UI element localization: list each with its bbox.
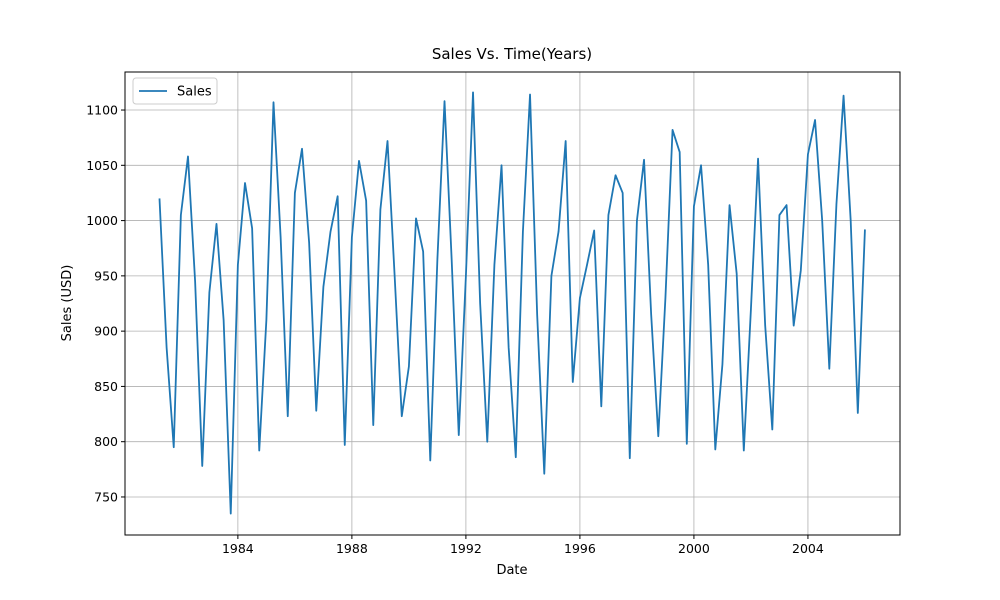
legend-label: Sales bbox=[177, 85, 212, 100]
y-tick-label: 1000 bbox=[86, 213, 118, 228]
x-tick-label: 2004 bbox=[792, 541, 824, 556]
plot-area bbox=[158, 91, 866, 515]
x-tick-label: 1996 bbox=[564, 541, 596, 556]
legend: Sales bbox=[132, 77, 218, 105]
y-axis-label: Sales (USD) bbox=[60, 265, 75, 342]
axes-frame bbox=[124, 71, 901, 536]
y-tick-label: 800 bbox=[94, 434, 118, 449]
y-tick-label: 850 bbox=[94, 379, 118, 394]
x-tick-label: 1984 bbox=[222, 541, 254, 556]
chart-title: Sales Vs. Time(Years) bbox=[432, 45, 592, 63]
y-tick-label: 950 bbox=[94, 268, 118, 283]
x-tick-label: 1988 bbox=[336, 541, 368, 556]
line-series bbox=[158, 91, 866, 515]
x-tick-label: 1992 bbox=[450, 541, 482, 556]
x-axis-label: Date bbox=[496, 563, 527, 578]
x-tick-label: 2000 bbox=[678, 541, 710, 556]
y-tick-label: 1050 bbox=[86, 158, 118, 173]
grid bbox=[125, 72, 900, 535]
y-tick-label: 750 bbox=[94, 489, 118, 504]
legend-box bbox=[132, 77, 218, 105]
y-tick-label: 900 bbox=[94, 324, 118, 339]
y-tick-label: 1100 bbox=[86, 103, 118, 118]
